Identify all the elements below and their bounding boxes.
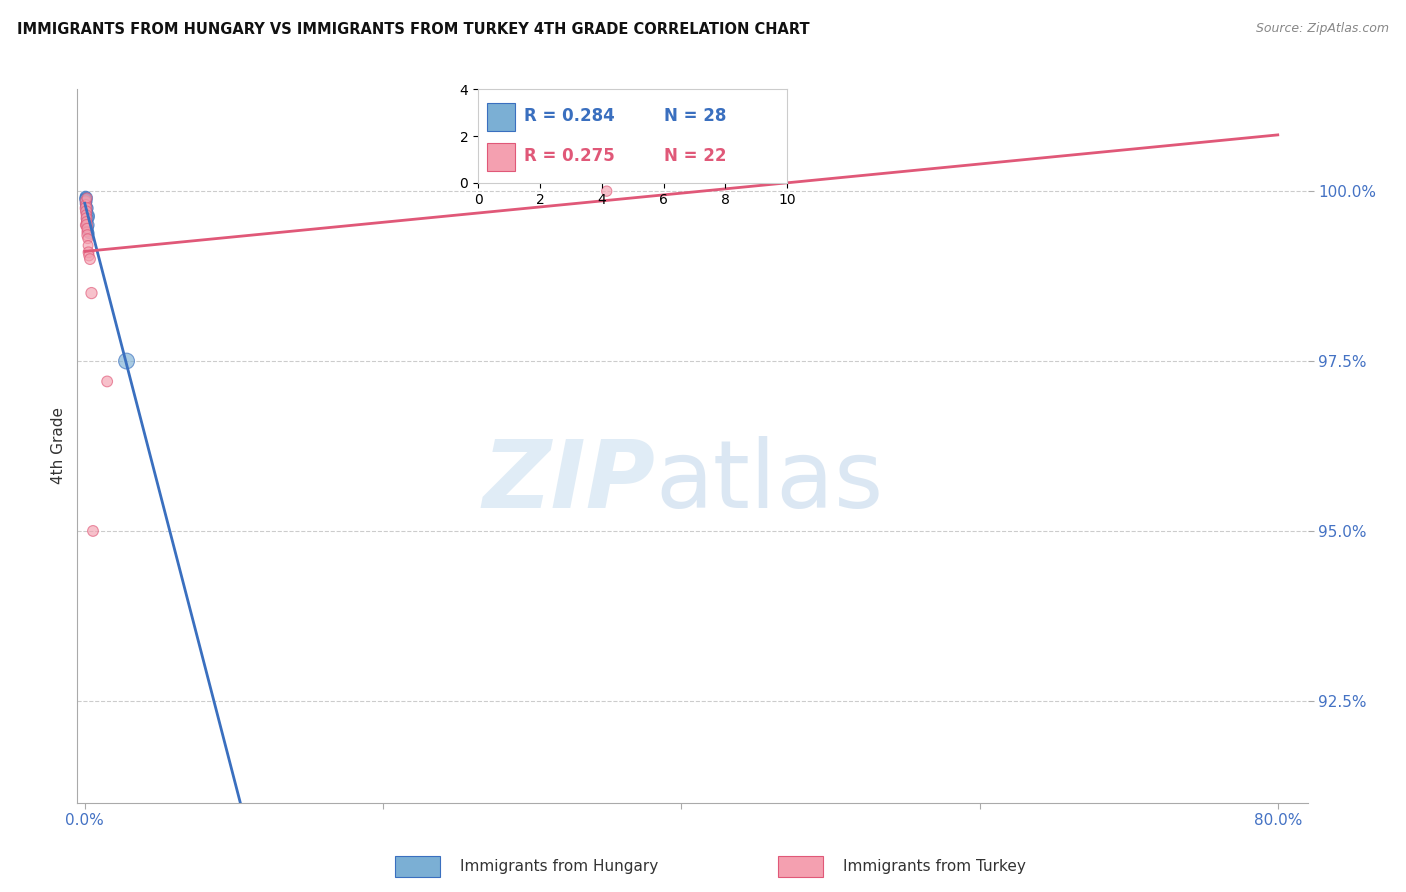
Point [75,189,97,203]
Point [76,204,98,219]
Point [96,375,118,389]
Point [76,212,98,227]
Point [76,206,98,220]
Bar [488,103,515,131]
Y-axis label: 4th Grade: 4th Grade [51,408,66,484]
Bar [778,855,824,877]
Text: N = 28: N = 28 [664,107,725,125]
Point [79,210,101,224]
Text: Source: ZipAtlas.com: Source: ZipAtlas.com [1256,22,1389,36]
Point [76,201,98,215]
Point [75,211,97,226]
Point [76,217,98,231]
Point [75,199,97,213]
Point [77,249,100,263]
Point [76,225,98,239]
Point [75,192,97,206]
Point [75,191,97,205]
Bar [488,143,515,171]
Point [75,196,97,211]
Point [79,252,101,266]
Point [77,223,100,237]
Point [76,211,98,226]
Point [77,238,100,252]
Point [75,191,97,205]
Point [75,218,97,232]
Point [75,193,97,207]
Text: Immigrants from Hungary: Immigrants from Hungary [460,859,658,873]
Text: R = 0.275: R = 0.275 [524,147,616,165]
Point [75,192,97,206]
Point [75,198,97,212]
Point [76,203,98,218]
Point [76,191,98,205]
Bar [395,855,440,877]
Point [77,218,100,232]
Point [77,219,100,234]
Point [77,245,100,260]
Point [596,184,619,198]
Point [75,208,97,222]
Point [76,232,98,246]
Text: Immigrants from Turkey: Immigrants from Turkey [844,859,1026,873]
Point [76,210,98,224]
Point [76,206,98,220]
Point [75,200,97,214]
Text: N = 22: N = 22 [664,147,725,165]
Point [76,215,98,229]
Point [75,204,97,219]
Point [77,227,100,241]
Point [76,218,98,232]
Point [77,208,100,222]
Point [75,194,97,209]
Point [75,194,97,209]
Point [77,213,100,227]
Text: IMMIGRANTS FROM HUNGARY VS IMMIGRANTS FROM TURKEY 4TH GRADE CORRELATION CHART: IMMIGRANTS FROM HUNGARY VS IMMIGRANTS FR… [17,22,810,37]
Point [75,201,97,215]
Point [82,524,104,538]
Point [76,228,98,243]
Point [115,354,138,368]
Point [80,286,103,301]
Point [76,221,98,235]
Point [76,215,98,229]
Text: ZIP: ZIP [482,435,655,528]
Text: R = 0.284: R = 0.284 [524,107,616,125]
Text: atlas: atlas [655,435,884,528]
